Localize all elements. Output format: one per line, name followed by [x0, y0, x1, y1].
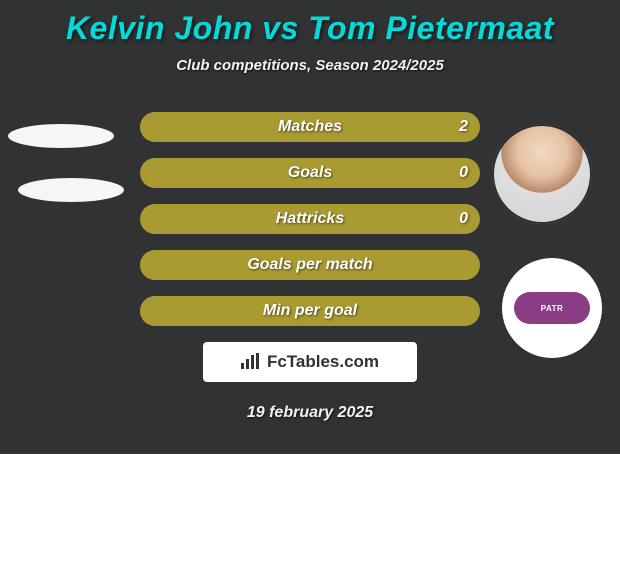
- branding-logo[interactable]: FcTables.com: [203, 342, 417, 382]
- stat-row: Min per goal: [140, 296, 480, 326]
- player2-avatar: [492, 124, 592, 224]
- stat-label: Goals: [140, 158, 480, 188]
- player1-club-placeholder: [18, 178, 124, 202]
- club-badge-text: PATR: [541, 304, 564, 313]
- stat-row: Hattricks 0: [140, 204, 480, 234]
- stat-label: Goals per match: [140, 250, 480, 280]
- branding-text: FcTables.com: [267, 352, 379, 372]
- club-badge: PATR: [514, 292, 590, 324]
- stat-row: Goals per match: [140, 250, 480, 280]
- stat-row: Matches 2: [140, 112, 480, 142]
- page-title: Kelvin John vs Tom Pietermaat: [0, 0, 620, 47]
- date-label: 19 february 2025: [0, 404, 620, 422]
- stat-label: Matches: [140, 112, 480, 142]
- player2-club-logo: PATR: [502, 258, 602, 358]
- stat-label: Min per goal: [140, 296, 480, 326]
- page-subtitle: Club competitions, Season 2024/2025: [0, 57, 620, 74]
- stat-value: 0: [459, 204, 468, 234]
- comparison-card: Kelvin John vs Tom Pietermaat Club compe…: [0, 0, 620, 454]
- stat-label: Hattricks: [140, 204, 480, 234]
- stat-value: 2: [459, 112, 468, 142]
- stat-row: Goals 0: [140, 158, 480, 188]
- bar-chart-icon: [241, 353, 261, 372]
- stat-value: 0: [459, 158, 468, 188]
- player1-avatar-placeholder: [8, 124, 114, 148]
